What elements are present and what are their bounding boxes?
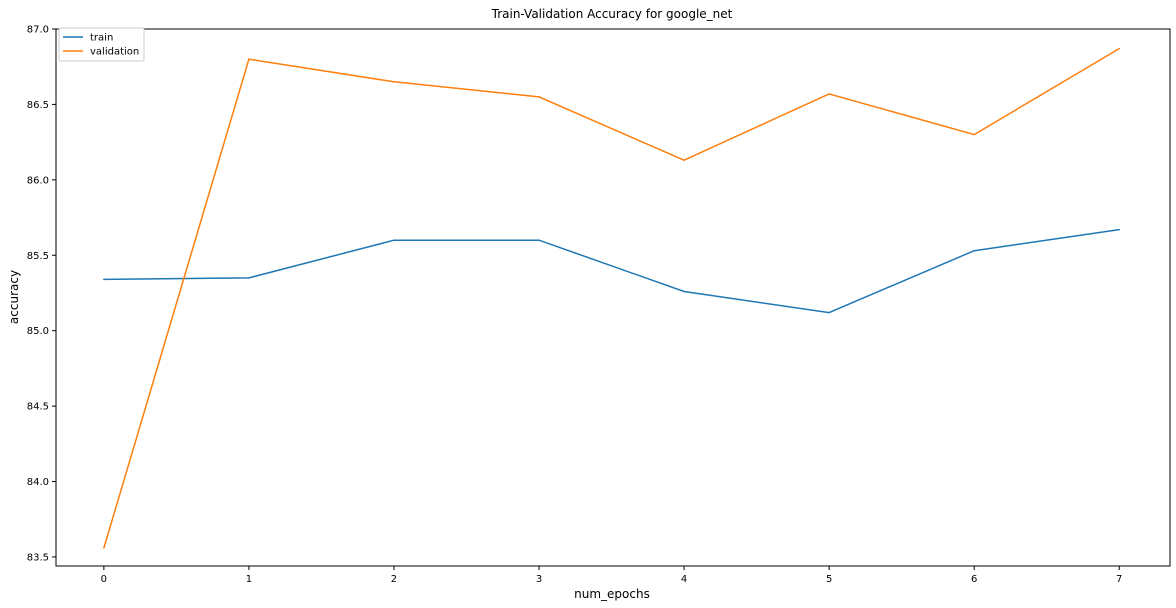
data-point-validation — [103, 547, 105, 549]
legend-label-train: train — [90, 33, 113, 44]
x-tick-label: 3 — [536, 574, 542, 585]
data-point-train — [1118, 228, 1120, 231]
x-tick-label: 6 — [971, 574, 977, 585]
y-tick-label: 84.0 — [27, 477, 49, 488]
y-tick-label: 86.5 — [27, 100, 49, 111]
x-tick-label: 5 — [826, 574, 832, 585]
x-tick-label: 4 — [681, 574, 687, 585]
y-tick-label: 84.5 — [27, 402, 49, 413]
x-tick-label: 0 — [101, 574, 107, 585]
y-tick-label: 87.0 — [27, 25, 49, 36]
data-point-validation — [683, 159, 685, 161]
data-point-train — [828, 311, 830, 314]
plot-area — [55, 28, 1171, 567]
y-axis-label: accuracy — [7, 270, 21, 324]
x-axis-label: num_epochs — [574, 587, 650, 601]
data-point-validation — [248, 58, 250, 60]
series-lines — [103, 47, 1120, 549]
data-point-train — [393, 239, 395, 241]
x-tick-label: 2 — [391, 574, 397, 585]
legend: train validation — [58, 27, 145, 62]
data-point-train — [103, 278, 105, 281]
data-point-validation — [393, 81, 395, 83]
y-tick-label: 83.5 — [27, 552, 49, 563]
chart-title: Train-Validation Accuracy for google_net — [491, 7, 733, 21]
x-axis-ticks: 0 1 2 3 4 5 6 7 — [101, 566, 1122, 585]
legend-label-validation: validation — [90, 47, 139, 58]
data-point-train — [683, 290, 685, 293]
y-tick-label: 86.0 — [27, 175, 49, 186]
x-tick-label: 7 — [1116, 574, 1122, 585]
y-tick-label: 85.5 — [27, 251, 49, 262]
x-tick-label: 1 — [246, 574, 252, 585]
y-tick-label: 85.0 — [27, 326, 49, 337]
data-point-train — [248, 277, 250, 279]
series-line-train — [103, 228, 1120, 314]
data-point-validation — [828, 93, 830, 95]
data-point-train — [538, 239, 540, 241]
y-axis-ticks: 83.5 84.0 84.5 85.0 85.5 86.0 86.5 87.0 — [27, 25, 56, 563]
series-line-validation — [103, 47, 1120, 549]
data-point-train — [973, 249, 975, 252]
data-point-validation — [973, 133, 975, 136]
data-point-validation — [538, 96, 540, 98]
data-point-validation — [1118, 47, 1120, 50]
